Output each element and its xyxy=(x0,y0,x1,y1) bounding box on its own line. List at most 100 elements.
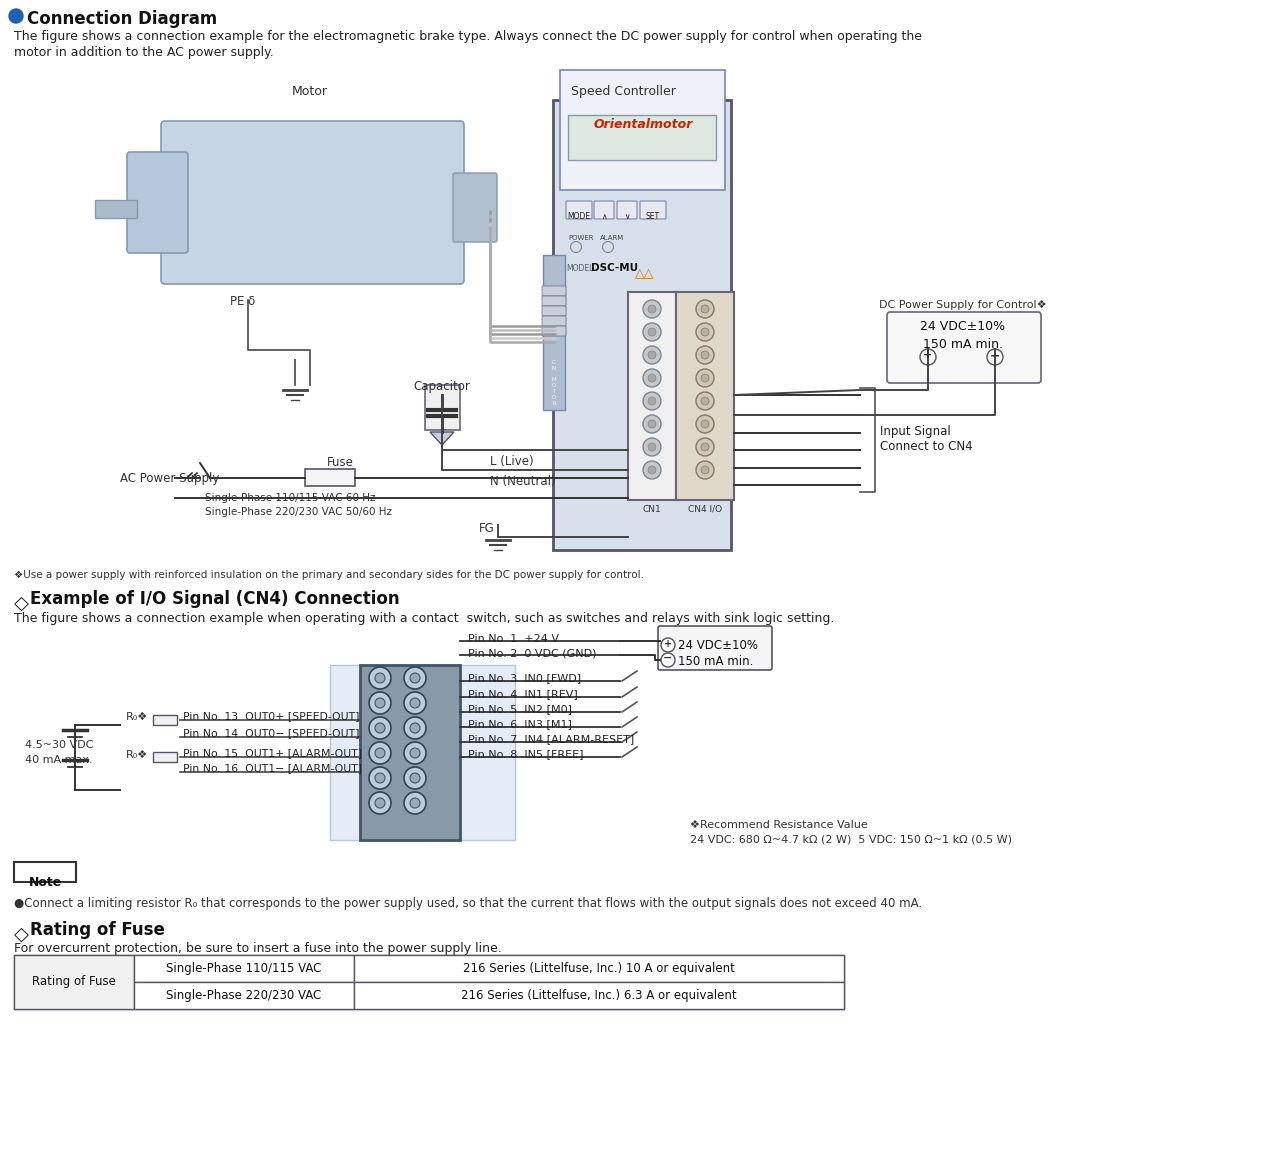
Text: 24 VDC±10%: 24 VDC±10% xyxy=(678,638,758,652)
Text: 216 Series (Littelfuse, Inc.) 10 A or equivalent: 216 Series (Littelfuse, Inc.) 10 A or eq… xyxy=(463,962,735,975)
Circle shape xyxy=(9,9,23,23)
Circle shape xyxy=(643,461,660,479)
Circle shape xyxy=(643,438,660,456)
Circle shape xyxy=(696,438,714,456)
Circle shape xyxy=(701,397,709,405)
FancyBboxPatch shape xyxy=(594,201,614,219)
Text: Pin No. 3  IN0 [FWD]: Pin No. 3 IN0 [FWD] xyxy=(468,673,581,683)
Circle shape xyxy=(648,443,657,451)
Text: CN4 I/O: CN4 I/O xyxy=(687,505,722,514)
Text: FG: FG xyxy=(479,522,495,535)
Text: 150 mA min.: 150 mA min. xyxy=(923,338,1004,351)
Text: The figure shows a connection example when operating with a contact  switch, suc: The figure shows a connection example wh… xyxy=(14,612,835,625)
Text: Rating of Fuse: Rating of Fuse xyxy=(32,976,116,989)
Text: Single-Phase 110/115 VAC: Single-Phase 110/115 VAC xyxy=(166,962,321,975)
FancyBboxPatch shape xyxy=(541,297,566,306)
FancyBboxPatch shape xyxy=(127,152,188,254)
Text: DSC-MU: DSC-MU xyxy=(591,263,639,273)
Text: Capacitor: Capacitor xyxy=(413,380,471,393)
Circle shape xyxy=(571,242,581,252)
Text: −: − xyxy=(989,350,1000,363)
Circle shape xyxy=(660,652,675,668)
Text: ●Connect a limiting resistor R₀ that corresponds to the power supply used, so th: ●Connect a limiting resistor R₀ that cor… xyxy=(14,897,922,909)
Circle shape xyxy=(696,461,714,479)
Text: Pin No. 5  IN2 [M0]: Pin No. 5 IN2 [M0] xyxy=(468,704,572,714)
Circle shape xyxy=(404,742,426,764)
Text: ◇: ◇ xyxy=(14,925,29,944)
Circle shape xyxy=(404,718,426,739)
Text: Single-Phase 220/230 VAC: Single-Phase 220/230 VAC xyxy=(166,989,321,1003)
Text: MODE: MODE xyxy=(567,212,590,221)
Circle shape xyxy=(648,374,657,381)
Circle shape xyxy=(410,798,420,808)
Circle shape xyxy=(701,328,709,336)
Circle shape xyxy=(404,692,426,714)
Circle shape xyxy=(920,349,936,365)
Text: 24 VDC: 680 Ω~4.7 kΩ (2 W)  5 VDC: 150 Ω~1 kΩ (0.5 W): 24 VDC: 680 Ω~4.7 kΩ (2 W) 5 VDC: 150 Ω~… xyxy=(690,835,1012,846)
Bar xyxy=(95,200,137,217)
Bar xyxy=(561,70,724,190)
Circle shape xyxy=(648,305,657,313)
Text: Pin No. 1  +24 V: Pin No. 1 +24 V xyxy=(468,634,559,644)
Text: +: + xyxy=(923,350,933,361)
Text: Pin No. 7  IN4 [ALARM-RESET]: Pin No. 7 IN4 [ALARM-RESET] xyxy=(468,734,635,744)
Circle shape xyxy=(404,768,426,789)
Text: R₀❖: R₀❖ xyxy=(125,712,148,722)
Circle shape xyxy=(404,792,426,814)
Circle shape xyxy=(987,349,1004,365)
Text: ❖Recommend Resistance Value: ❖Recommend Resistance Value xyxy=(690,820,868,830)
Text: CN1: CN1 xyxy=(643,505,662,514)
Circle shape xyxy=(375,673,385,683)
Circle shape xyxy=(603,242,613,252)
Text: The figure shows a connection example for the electromagnetic brake type. Always: The figure shows a connection example fo… xyxy=(14,30,922,43)
Circle shape xyxy=(696,415,714,433)
FancyBboxPatch shape xyxy=(541,316,566,326)
Text: Pin No. 14  OUT0− [SPEED-OUT]: Pin No. 14 OUT0− [SPEED-OUT] xyxy=(183,728,360,739)
Text: Speed Controller: Speed Controller xyxy=(571,85,676,98)
Bar xyxy=(154,715,177,725)
Text: Note: Note xyxy=(28,876,61,889)
Circle shape xyxy=(643,392,660,411)
Circle shape xyxy=(375,748,385,758)
Circle shape xyxy=(701,351,709,359)
Bar xyxy=(676,292,733,500)
Text: AC Power Supply: AC Power Supply xyxy=(120,472,219,485)
Circle shape xyxy=(696,392,714,411)
Text: For overcurrent protection, be sure to insert a fuse into the power supply line.: For overcurrent protection, be sure to i… xyxy=(14,942,502,955)
Text: ❖Use a power supply with reinforced insulation on the primary and secondary side: ❖Use a power supply with reinforced insu… xyxy=(14,570,644,580)
Text: Pin No. 4  IN1 [REV]: Pin No. 4 IN1 [REV] xyxy=(468,688,577,699)
Bar xyxy=(360,665,460,840)
Bar xyxy=(14,862,76,882)
Text: Pin No. 15  OUT1+ [ALARM-OUT]: Pin No. 15 OUT1+ [ALARM-OUT] xyxy=(183,748,362,758)
Bar xyxy=(14,955,134,1009)
Polygon shape xyxy=(430,431,454,445)
Circle shape xyxy=(410,673,420,683)
Bar xyxy=(330,665,515,840)
Text: Fuse: Fuse xyxy=(326,456,353,469)
Text: N (Neutral): N (Neutral) xyxy=(490,475,556,488)
Circle shape xyxy=(701,443,709,451)
Circle shape xyxy=(369,718,390,739)
Text: POWER: POWER xyxy=(568,235,594,241)
Text: ◇: ◇ xyxy=(14,594,29,613)
Text: SET: SET xyxy=(646,212,660,221)
Text: △△: △△ xyxy=(635,267,654,280)
Bar xyxy=(628,292,676,500)
Text: Orientalmotor: Orientalmotor xyxy=(594,117,692,131)
Circle shape xyxy=(375,773,385,783)
FancyBboxPatch shape xyxy=(161,121,465,284)
Circle shape xyxy=(369,742,390,764)
Text: Motor: Motor xyxy=(292,85,328,98)
Circle shape xyxy=(643,300,660,317)
Circle shape xyxy=(696,300,714,317)
Circle shape xyxy=(369,792,390,814)
Text: L (Live): L (Live) xyxy=(490,455,534,468)
Circle shape xyxy=(648,351,657,359)
Circle shape xyxy=(701,466,709,475)
Text: 4.5~30 VDC: 4.5~30 VDC xyxy=(26,740,93,750)
FancyBboxPatch shape xyxy=(541,286,566,297)
Circle shape xyxy=(648,328,657,336)
Text: MODEL: MODEL xyxy=(566,264,594,273)
Text: PE δ: PE δ xyxy=(230,295,255,308)
Text: ∨: ∨ xyxy=(625,212,630,221)
